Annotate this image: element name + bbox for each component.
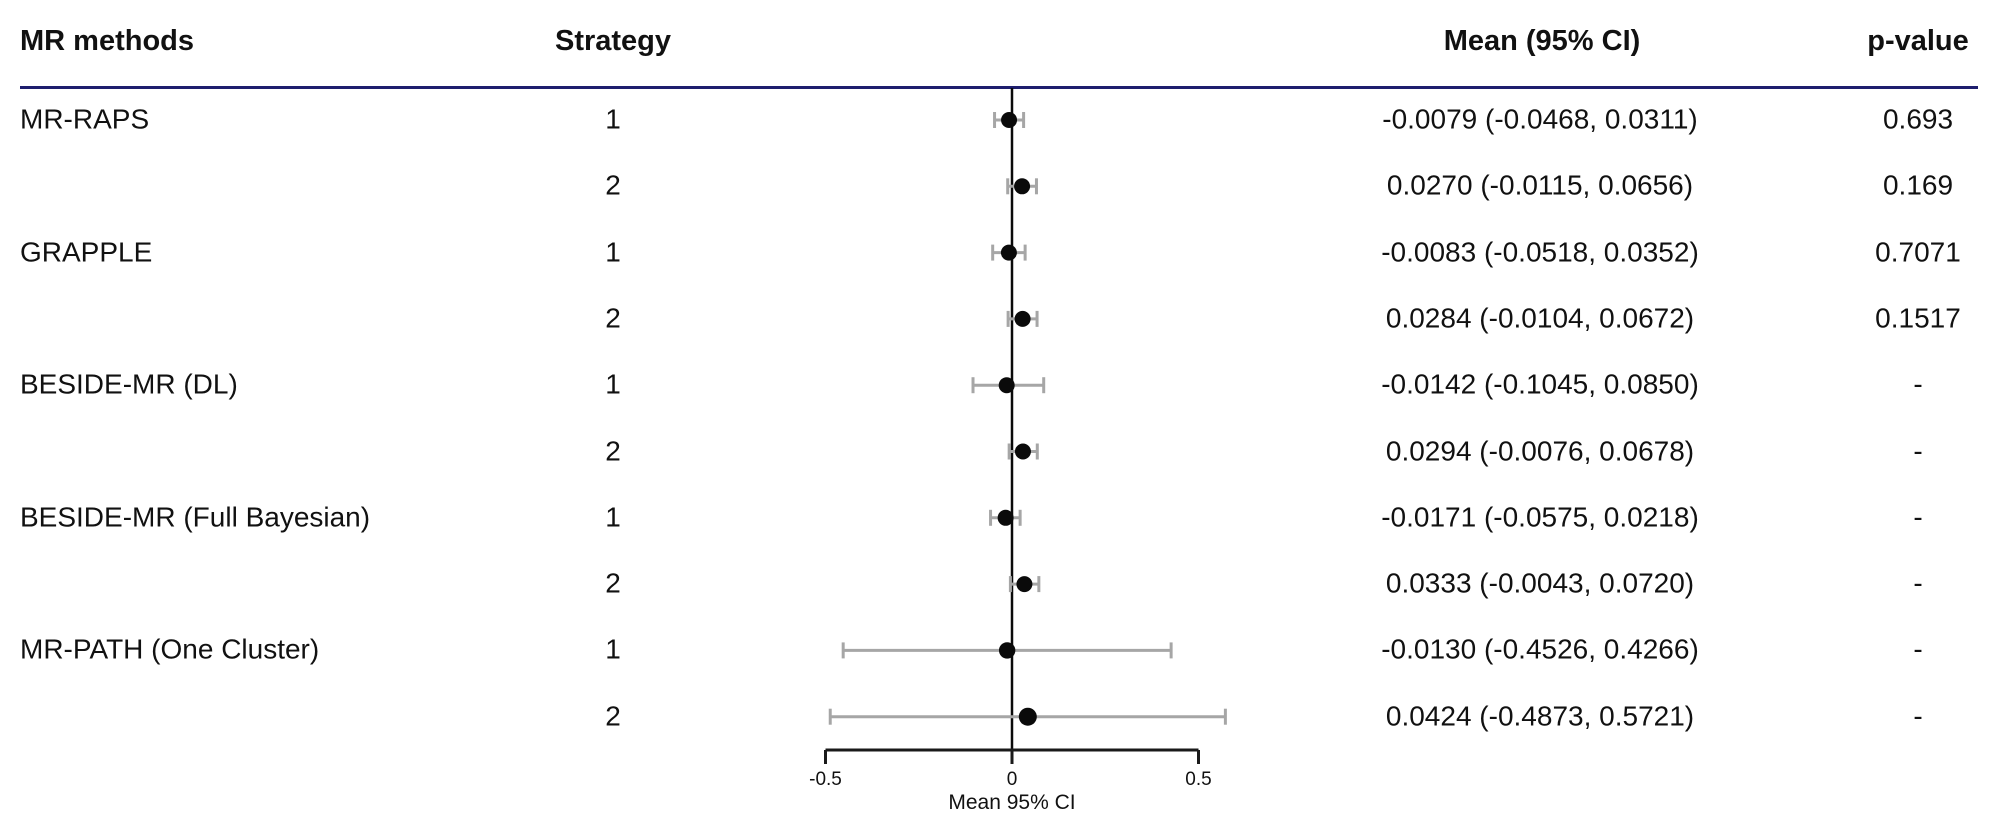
x-axis-tick-label: 0 [1007,769,1018,790]
strategy-value: 2 [605,700,621,732]
strategy-value: 1 [605,368,621,400]
mean-ci-value: 0.0284 (-0.0104, 0.0672) [1385,302,1695,334]
strategy-value: 1 [605,235,621,267]
mean-point-marker [1018,707,1037,726]
mean-point-marker [998,377,1015,394]
p-value: - [1913,434,1923,466]
strategy-value: 2 [605,302,621,334]
method-label: GRAPPLE [20,235,153,267]
mean-ci-value: 0.0294 (-0.0076, 0.0678) [1385,434,1695,466]
mean-point-marker [1001,112,1018,128]
p-value: 0.1517 [1875,302,1961,334]
p-value: - [1913,368,1923,400]
mean-ci-value: -0.0083 (-0.0518, 0.0352) [1381,235,1699,267]
x-axis-tick-label: 0.5 [1185,769,1211,790]
x-axis-title: Mean 95% CI [948,791,1075,814]
mean-point-marker [1000,244,1017,261]
header-separator-rule [20,86,1978,89]
p-value: - [1913,700,1923,732]
mean-point-marker [1014,443,1031,460]
p-value: 0.693 [1882,103,1954,135]
method-label: BESIDE-MR (DL) [20,368,238,400]
strategy-value: 1 [605,103,621,135]
mean-ci-value: 0.0333 (-0.0043, 0.0720) [1385,567,1695,599]
strategy-value: 2 [605,567,621,599]
mean-ci-value: 0.0270 (-0.0115, 0.0656) [1386,169,1694,201]
mean-point-marker [1016,576,1033,593]
mean-ci-value: -0.0079 (-0.0468, 0.0311) [1382,103,1698,135]
mean-point-marker [1014,310,1031,327]
strategy-value: 1 [605,633,621,665]
method-label: BESIDE-MR (Full Bayesian) [20,501,371,533]
strategy-value: 2 [605,434,621,466]
p-value: 0.7071 [1875,235,1961,267]
column-header-strategy: Strategy [554,24,672,57]
mean-point-marker [997,509,1014,526]
column-header-mr-methods: MR methods [20,24,194,57]
x-axis-tick-label: -0.5 [809,769,842,790]
mean-ci-value: 0.0424 (-0.4873, 0.5721) [1385,700,1695,732]
mean-point-marker [998,642,1016,659]
p-value: - [1913,633,1923,665]
p-value: - [1913,567,1923,599]
mean-point-marker [1014,178,1031,195]
method-label: MR-RAPS [20,103,150,135]
mean-ci-value: -0.0142 (-0.1045, 0.0850) [1381,368,1699,400]
p-value: - [1913,501,1923,533]
mean-ci-value: -0.0171 (-0.0575, 0.0218) [1381,501,1699,533]
strategy-value: 2 [605,169,621,201]
column-header-mean-ci: Mean (95% CI) [1443,24,1641,57]
p-value: 0.169 [1882,169,1954,201]
strategy-value: 1 [605,501,621,533]
column-header-p-value: p-value [1867,24,1969,57]
mean-ci-value: -0.0130 (-0.4526, 0.4266) [1381,633,1699,665]
method-label: MR-PATH (One Cluster) [20,633,320,665]
